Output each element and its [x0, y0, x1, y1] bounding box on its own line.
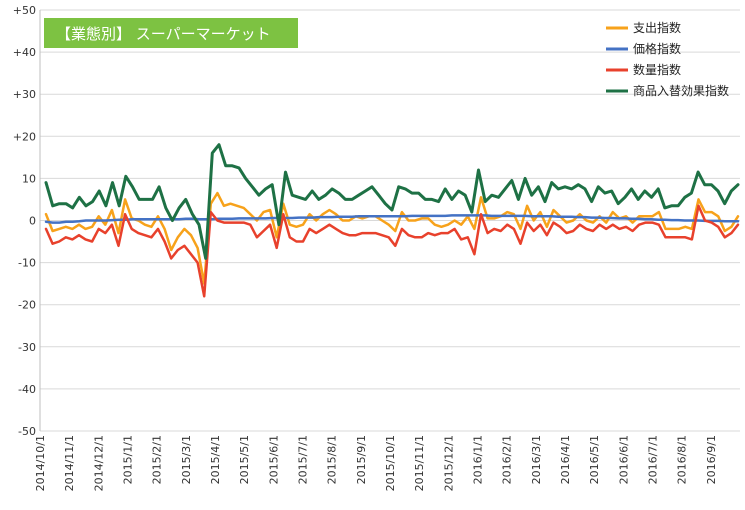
x-tick-label: 2016/5/1: [588, 435, 601, 484]
x-tick-label: 2015/1/1: [122, 435, 135, 484]
x-tick-label: 2015/2/1: [151, 435, 164, 484]
x-tick-label: 2014/12/1: [92, 435, 105, 491]
chart-title: 【業態別】 スーパーマーケット: [44, 18, 298, 48]
x-tick-label: 2015/6/1: [267, 435, 280, 484]
x-tick-label: 2015/4/1: [209, 435, 222, 484]
x-axis-ticks: 2014/10/1 2014/11/1 2014/12/1 2015/1/1 2015/…: [34, 435, 718, 491]
x-tick-label: 2015/12/1: [442, 435, 455, 491]
x-tick-label: 2015/3/1: [180, 435, 193, 484]
y-axis-ticks: +50 +40 +30 +20 10 0 -10 -20 -30 -40 -50: [13, 4, 36, 438]
x-tick-label: 2016/6/1: [617, 435, 630, 484]
y-tick-label: +40: [13, 46, 36, 59]
x-tick-label: 2015/5/1: [238, 435, 251, 484]
legend-label-2: 数量指数: [633, 62, 681, 77]
legend-label-3: 商品入替効果指数: [633, 83, 729, 98]
y-tick-label: -30: [18, 341, 36, 354]
x-tick-label: 2016/4/1: [559, 435, 572, 484]
chart-title-box: [44, 18, 298, 48]
x-tick-label: 2014/11/1: [63, 435, 76, 491]
y-tick-label: +20: [13, 130, 36, 143]
y-tick-label: -40: [18, 383, 36, 396]
x-tick-label: 2016/9/1: [705, 435, 718, 484]
series-line-1: [44, 214, 740, 224]
x-tick-label: 2015/9/1: [355, 435, 368, 484]
series-lines: [44, 143, 740, 298]
y-tick-label: 0: [29, 215, 36, 228]
y-tick-label: 10: [22, 172, 36, 185]
y-tick-label: -50: [18, 425, 36, 438]
y-tick-label: +50: [13, 4, 36, 17]
series-line-3: [44, 143, 740, 260]
x-tick-label: 2014/10/1: [34, 435, 47, 491]
legend-label-0: 支出指数: [633, 20, 681, 35]
legend-label-1: 価格指数: [633, 41, 681, 56]
x-tick-label: 2015/7/1: [297, 435, 310, 484]
chart-title-text: 【業態別】 スーパーマーケット: [56, 25, 271, 43]
y-tick-label: -10: [18, 257, 36, 270]
x-tick-label: 2015/11/1: [413, 435, 426, 491]
x-tick-label: 2016/2/1: [501, 435, 514, 484]
x-tick-label: 2016/1/1: [472, 435, 485, 484]
x-tick-label: 2015/8/1: [326, 435, 339, 484]
y-tick-label: +30: [13, 88, 36, 101]
y-tick-label: -20: [18, 299, 36, 312]
x-tick-label: 2015/10/1: [384, 435, 397, 491]
x-tick-label: 2016/7/1: [647, 435, 660, 484]
x-tick-label: 2016/3/1: [530, 435, 543, 484]
series-line-2: [44, 204, 740, 298]
x-tick-label: 2016/8/1: [676, 435, 689, 484]
